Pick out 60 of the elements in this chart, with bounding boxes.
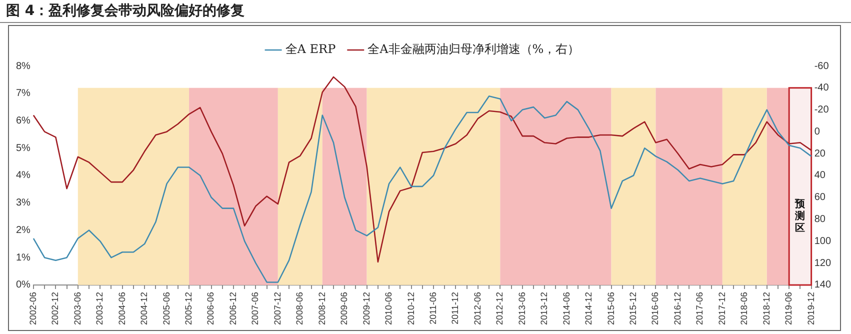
x-tick-label: 2004-12 bbox=[139, 292, 150, 325]
legend-label: 全A ERP bbox=[285, 42, 336, 56]
y2-tick-label: 120 bbox=[814, 258, 832, 269]
y-tick-label: 2% bbox=[16, 224, 31, 236]
x-tick-label: 2017-06 bbox=[694, 292, 705, 325]
x-tick-label: 2012-06 bbox=[472, 292, 482, 325]
x-tick-label: 2016-06 bbox=[650, 292, 660, 325]
x-tick-label: 2002-12 bbox=[50, 292, 60, 325]
x-tick-label: 2011-06 bbox=[428, 292, 438, 324]
y2-tick-label: 100 bbox=[814, 236, 832, 247]
y2-tick-label: -40 bbox=[814, 82, 830, 94]
y2-tick-label: -60 bbox=[814, 60, 830, 72]
y2-tick-label: 20 bbox=[814, 148, 826, 160]
x-tick-label: 2004-06 bbox=[116, 292, 127, 325]
y-tick-label: 7% bbox=[16, 88, 31, 100]
x-tick-label: 2003-06 bbox=[72, 292, 82, 325]
x-tick-label: 2005-06 bbox=[161, 292, 172, 325]
x-tick-label: 2008-12 bbox=[316, 292, 327, 325]
y-tick-label: 0% bbox=[16, 280, 31, 291]
x-tick-label: 2006-06 bbox=[206, 292, 216, 325]
x-tick-label: 2009-12 bbox=[361, 292, 372, 325]
y-tick-label: 6% bbox=[16, 115, 31, 126]
y2-tick-label: 40 bbox=[814, 170, 826, 182]
x-tick-label: 2002-06 bbox=[28, 292, 38, 325]
x-tick-label: 2003-12 bbox=[94, 292, 105, 325]
x-tick-label: 2007-12 bbox=[272, 292, 282, 325]
x-tick-label: 2016-12 bbox=[672, 292, 682, 325]
x-tick-label: 2017-12 bbox=[716, 292, 727, 325]
x-tick-label: 2015-12 bbox=[628, 292, 638, 325]
y-tick-label: 1% bbox=[16, 252, 31, 264]
y2-tick-label: -20 bbox=[814, 104, 830, 116]
x-tick-label: 2018-12 bbox=[761, 292, 772, 325]
y-tick-label: 8% bbox=[16, 60, 31, 72]
band-label: 预测区 bbox=[794, 198, 806, 234]
x-tick-label: 2008-06 bbox=[294, 292, 305, 325]
x-tick-label: 2009-06 bbox=[339, 292, 350, 325]
x-tick-label: 2015-06 bbox=[606, 292, 616, 325]
x-tick-label: 2013-12 bbox=[539, 292, 550, 325]
x-tick-label: 2012-12 bbox=[494, 292, 505, 325]
chart-title: 图 4：盈利修复会带动风险偏好的修复 bbox=[0, 0, 851, 23]
y2-tick-label: 80 bbox=[814, 214, 826, 226]
x-tick-label: 2014-12 bbox=[584, 292, 594, 325]
y-tick-label: 4% bbox=[16, 170, 31, 182]
x-tick-label: 2013-06 bbox=[516, 292, 527, 325]
x-tick-label: 2010-06 bbox=[384, 292, 394, 325]
x-tick-label: 2010-12 bbox=[406, 292, 416, 325]
y2-tick-label: 0 bbox=[814, 126, 820, 138]
x-tick-label: 2005-12 bbox=[184, 292, 194, 325]
y2-tick-label: 140 bbox=[814, 280, 832, 291]
y-tick-label: 3% bbox=[16, 198, 31, 209]
y-tick-label: 5% bbox=[16, 142, 31, 154]
x-tick-label: 2014-06 bbox=[561, 292, 572, 325]
x-tick-label: 2011-12 bbox=[450, 292, 460, 324]
y2-tick-label: 60 bbox=[814, 192, 826, 204]
x-tick-label: 2019-12 bbox=[806, 292, 816, 325]
x-tick-label: 2006-12 bbox=[228, 292, 238, 325]
x-tick-label: 2007-06 bbox=[250, 292, 260, 325]
legend-label: 全A非金融两油归母净利增速（%，右） bbox=[368, 42, 580, 56]
x-tick-label: 2019-06 bbox=[784, 292, 794, 325]
x-tick-label: 2018-06 bbox=[739, 292, 750, 325]
